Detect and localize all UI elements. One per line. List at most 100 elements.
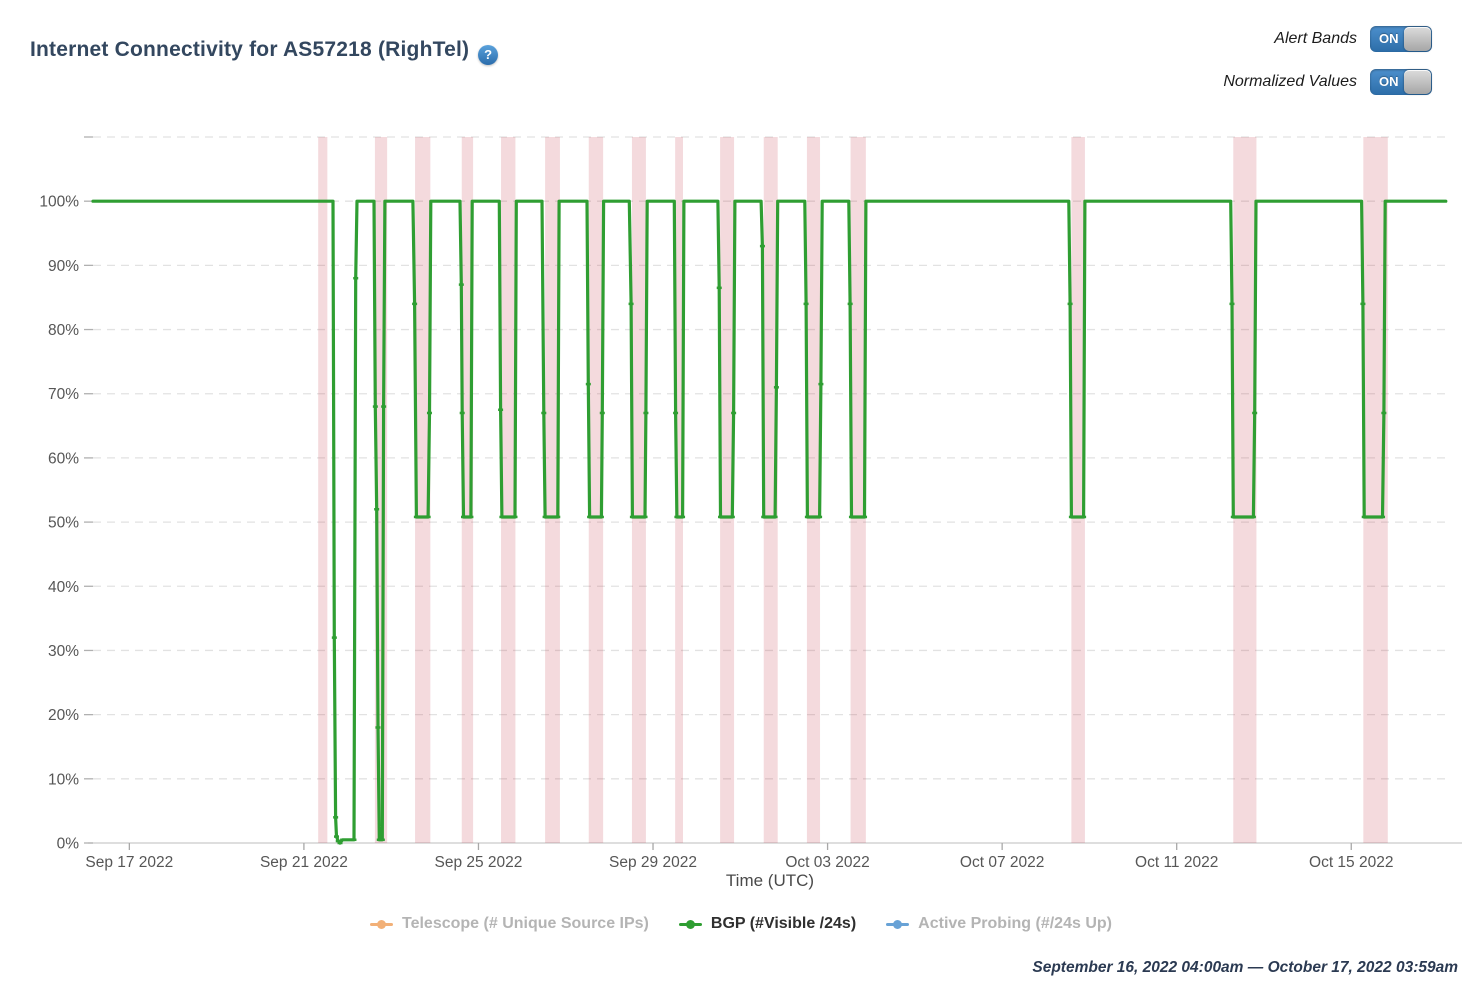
bgp-data-point [1252,411,1258,415]
x-tick-label: Oct 11 2022 [1135,854,1218,871]
bgp-data-point [468,515,474,519]
x-tick-label: Sep 25 2022 [435,854,523,871]
toggle-knob [1404,70,1431,94]
bgp-data-point [772,515,778,519]
y-tick-label: 70% [48,386,79,403]
legend-label: Telescope (# Unique Source IPs) [402,915,649,932]
normalized-values-toggle[interactable]: ON [1370,69,1432,95]
x-tick-label: Oct 07 2022 [960,854,1044,871]
bgp-data-point [541,411,547,415]
legend-item-telescope-unique-source-[interactable]: Telescope (# Unique Source IPs) [370,915,649,933]
chart-controls: Alert Bands ON Normalized Values ON [1223,26,1432,95]
bgp-data-point [1380,515,1386,519]
alert-band [1233,137,1257,843]
bgp-data-point [643,411,649,415]
alert-band [675,137,684,843]
toggle-knob [1404,27,1431,51]
legend-label: BGP (#Visible /24s) [710,915,857,932]
bgp-data-point [628,302,634,306]
chart-legend: Telescope (# Unique Source IPs) BGP (#Vis… [0,915,1482,933]
alert-band [1071,137,1085,843]
alert-bands-label: Alert Bands [1274,30,1357,47]
bgp-data-point [335,839,341,843]
bgp-data-point [375,726,381,729]
alert-band [720,137,735,843]
bgp-data-point [817,515,823,519]
normalized-values-label: Normalized Values [1223,73,1357,90]
y-tick-label: 90% [48,258,79,275]
alert-band [501,137,516,843]
alert-band [806,137,821,843]
y-tick-label: 0% [57,836,80,853]
bgp-data-point [716,286,722,290]
bgp-data-point [1361,515,1367,519]
connectivity-chart[interactable]: 0% 10% 20% 30% 40% 50% 60% 70% 80% 90% 100% Sep 17 … [0,0,1482,910]
alert-band [545,137,560,843]
legend-item-bgp-visible-s[interactable]: BGP (#Visible /24s) [678,915,857,933]
x-tick-label: Oct 15 2022 [1309,854,1393,871]
legend-marker-icon [678,919,702,929]
bgp-data-point [642,515,648,519]
bgp-data-point [334,835,340,838]
legend-item-active-probing-s-up[interactable]: Active Probing (#/24s Up) [886,915,1112,933]
bgp-data-point [1081,515,1087,519]
bgp-data-point [331,636,337,639]
bgp-data-point [426,411,432,415]
bgp-data-point [498,408,504,412]
plot-area[interactable] [93,137,1448,843]
bgp-data-point [804,515,810,519]
bgp-data-point [759,244,765,248]
bgp-data-point [673,411,679,415]
bgp-data-point [773,386,779,389]
bgp-data-point [818,382,824,386]
bgp-data-point [512,515,518,519]
date-range: September 16, 2022 04:00am — October 17,… [1032,959,1458,976]
bgp-data-point [847,302,853,306]
bgp-data-point [598,515,604,519]
alert-band [850,137,866,843]
bgp-data-point [413,515,419,519]
bgp-data-point [412,302,418,306]
bgp-data-point [542,515,548,519]
alert-bands-control: Alert Bands ON [1274,26,1432,52]
bgp-data-point [1068,515,1074,519]
bgp-data-point [680,515,686,519]
time-axis-label: Time (UTC) [726,871,814,890]
bgp-data-point [372,405,378,408]
bgp-data-point [555,515,561,519]
page-title-text: Internet Connectivity for AS57218 (RighT… [30,38,470,61]
bgp-data-point [674,515,680,519]
bgp-data-point [337,841,343,845]
bgp-data-point [353,276,359,280]
legend-marker-icon [370,919,393,929]
bgp-data-point [731,411,737,415]
alert-bands-toggle[interactable]: ON [1370,26,1432,52]
bgp-data-point [585,382,591,386]
alert-band [318,137,328,843]
bgp-data-point [425,515,431,519]
alert-band [415,137,431,843]
alert-band [631,137,646,843]
x-tick-label: Sep 21 2022 [260,854,348,871]
help-icon[interactable]: ? [478,45,499,65]
bgp-data-point [1381,411,1387,415]
y-tick-label: 80% [48,322,79,339]
bgp-data-point [1067,302,1073,306]
bgp-data-point [599,411,605,415]
bgp-data-point [459,411,465,415]
bgp-data-point [379,838,385,842]
y-tick-label: 40% [48,579,79,596]
legend-label: Active Probing (#/24s Up) [918,915,1112,932]
y-tick-label: 20% [48,707,79,724]
bgp-data-point [1230,515,1236,519]
alert-band [461,137,474,843]
bgp-data-point [460,515,466,519]
bgp-data-point [629,515,635,519]
normalized-values-control: Normalized Values ON [1223,69,1432,95]
bgp-data-point [376,838,382,842]
bgp-data-point [1250,515,1256,519]
bgp-data-point [803,302,809,306]
y-tick-label: 30% [48,643,79,660]
bgp-data-point [381,405,387,408]
